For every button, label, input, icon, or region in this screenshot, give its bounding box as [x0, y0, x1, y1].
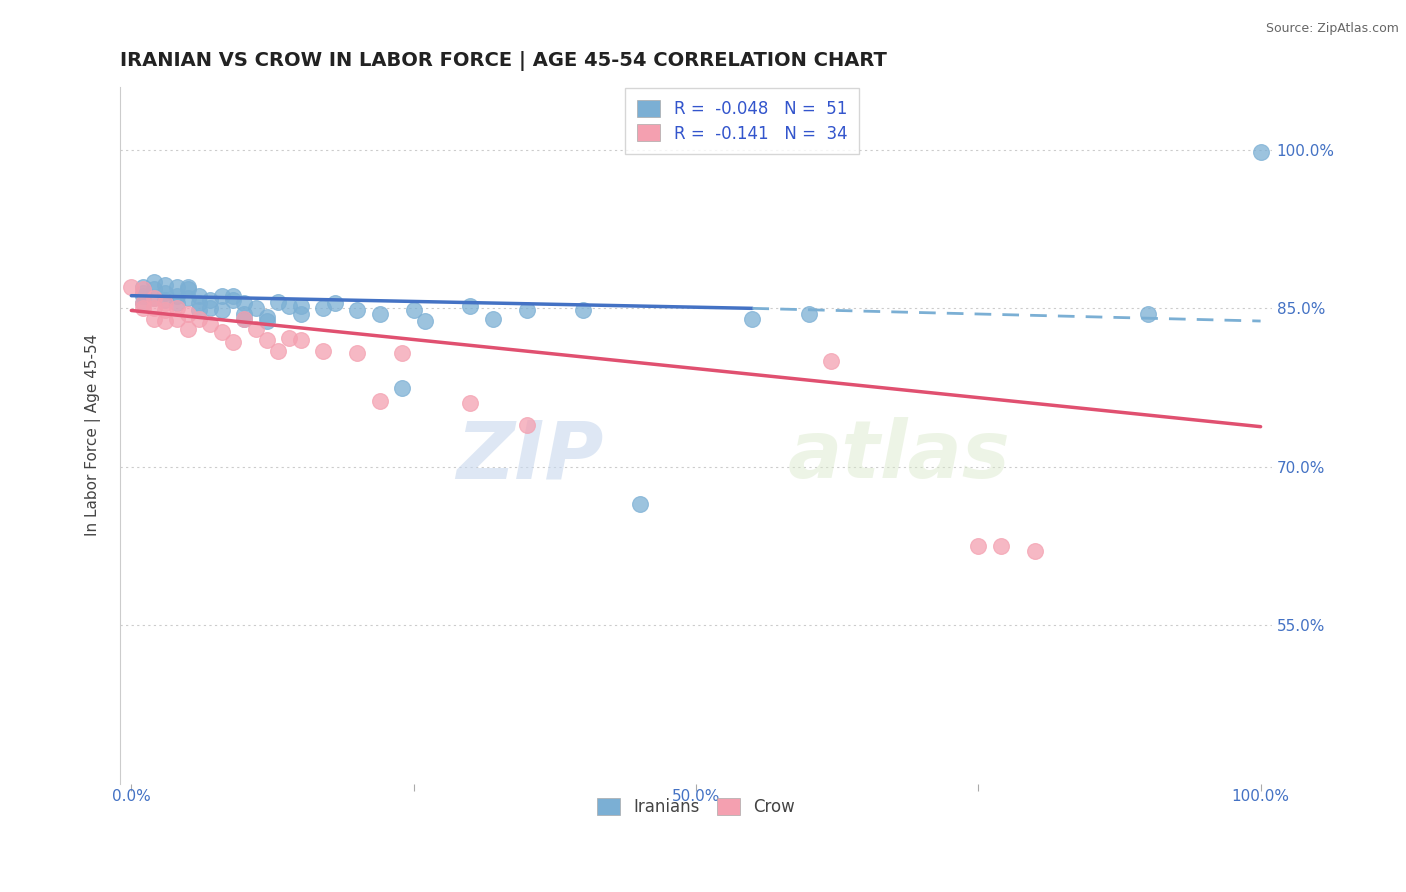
Point: [458, 299, 481, 313]
Point: [256, 314, 278, 328]
Point: [188, 296, 211, 310]
Point: [323, 296, 346, 310]
Point: [402, 303, 425, 318]
Point: [131, 301, 153, 316]
Point: [155, 293, 177, 307]
Point: [131, 296, 153, 310]
Text: IRANIAN VS CROW IN LABOR FORCE | AGE 45-54 CORRELATION CHART: IRANIAN VS CROW IN LABOR FORCE | AGE 45-…: [120, 51, 887, 70]
Point: [131, 296, 153, 310]
Point: [267, 295, 290, 310]
Point: [391, 381, 413, 395]
Point: [458, 396, 481, 410]
Point: [131, 285, 153, 300]
Text: 100.0%: 100.0%: [1232, 789, 1289, 804]
Point: [245, 301, 267, 316]
Point: [967, 539, 990, 553]
Point: [200, 301, 222, 316]
Point: [131, 282, 153, 296]
Text: atlas: atlas: [789, 417, 1011, 495]
Y-axis label: In Labor Force | Age 45-54: In Labor Force | Age 45-54: [86, 334, 101, 536]
Legend: Iranians, Crow: Iranians, Crow: [589, 789, 803, 824]
Point: [413, 314, 436, 328]
Point: [211, 288, 233, 302]
Point: [233, 312, 256, 326]
Point: [368, 307, 391, 321]
Point: [155, 296, 177, 310]
Point: [256, 310, 278, 324]
Point: [990, 539, 1012, 553]
Text: 0.0%: 0.0%: [112, 789, 150, 804]
Point: [177, 307, 200, 321]
Point: [155, 314, 177, 328]
Point: [290, 307, 312, 321]
Point: [131, 288, 153, 302]
Point: [142, 291, 165, 305]
Point: [166, 288, 188, 302]
Point: [120, 280, 142, 294]
Text: ZIP: ZIP: [457, 417, 603, 495]
Point: [516, 417, 538, 432]
Point: [166, 296, 188, 310]
Point: [166, 280, 188, 294]
Point: [222, 335, 245, 350]
Point: [142, 275, 165, 289]
Point: [481, 312, 503, 326]
Point: [200, 317, 222, 331]
Point: [188, 303, 211, 318]
Point: [177, 322, 200, 336]
Point: [516, 303, 538, 318]
Point: [797, 307, 820, 321]
Point: [628, 497, 651, 511]
Point: [741, 312, 763, 326]
Point: [391, 345, 413, 359]
Point: [155, 285, 177, 300]
Point: [368, 394, 391, 409]
Point: [155, 278, 177, 293]
Point: [245, 322, 267, 336]
Text: 50.0%: 50.0%: [672, 789, 720, 804]
Point: [188, 288, 211, 302]
Point: [177, 291, 200, 305]
Point: [155, 303, 177, 318]
Point: [256, 333, 278, 347]
Point: [312, 343, 335, 358]
Point: [188, 312, 211, 326]
Point: [222, 293, 245, 307]
Point: [346, 345, 368, 359]
Point: [278, 299, 301, 313]
Point: [820, 354, 842, 368]
Point: [131, 280, 153, 294]
Point: [211, 325, 233, 339]
Point: [278, 331, 301, 345]
Point: [166, 312, 188, 326]
Point: [1250, 145, 1272, 159]
Point: [177, 280, 200, 294]
Point: [290, 333, 312, 347]
Point: [177, 282, 200, 296]
Point: [572, 303, 595, 318]
Point: [142, 291, 165, 305]
Point: [312, 301, 335, 316]
Text: Source: ZipAtlas.com: Source: ZipAtlas.com: [1265, 22, 1399, 36]
Point: [142, 301, 165, 316]
Point: [166, 301, 188, 316]
Point: [346, 303, 368, 318]
Point: [233, 296, 256, 310]
Point: [142, 282, 165, 296]
Point: [233, 312, 256, 326]
Point: [142, 312, 165, 326]
Point: [222, 288, 245, 302]
Point: [211, 303, 233, 318]
Point: [1136, 307, 1159, 321]
Point: [267, 343, 290, 358]
Point: [290, 299, 312, 313]
Point: [233, 307, 256, 321]
Point: [200, 293, 222, 307]
Point: [1024, 544, 1046, 558]
